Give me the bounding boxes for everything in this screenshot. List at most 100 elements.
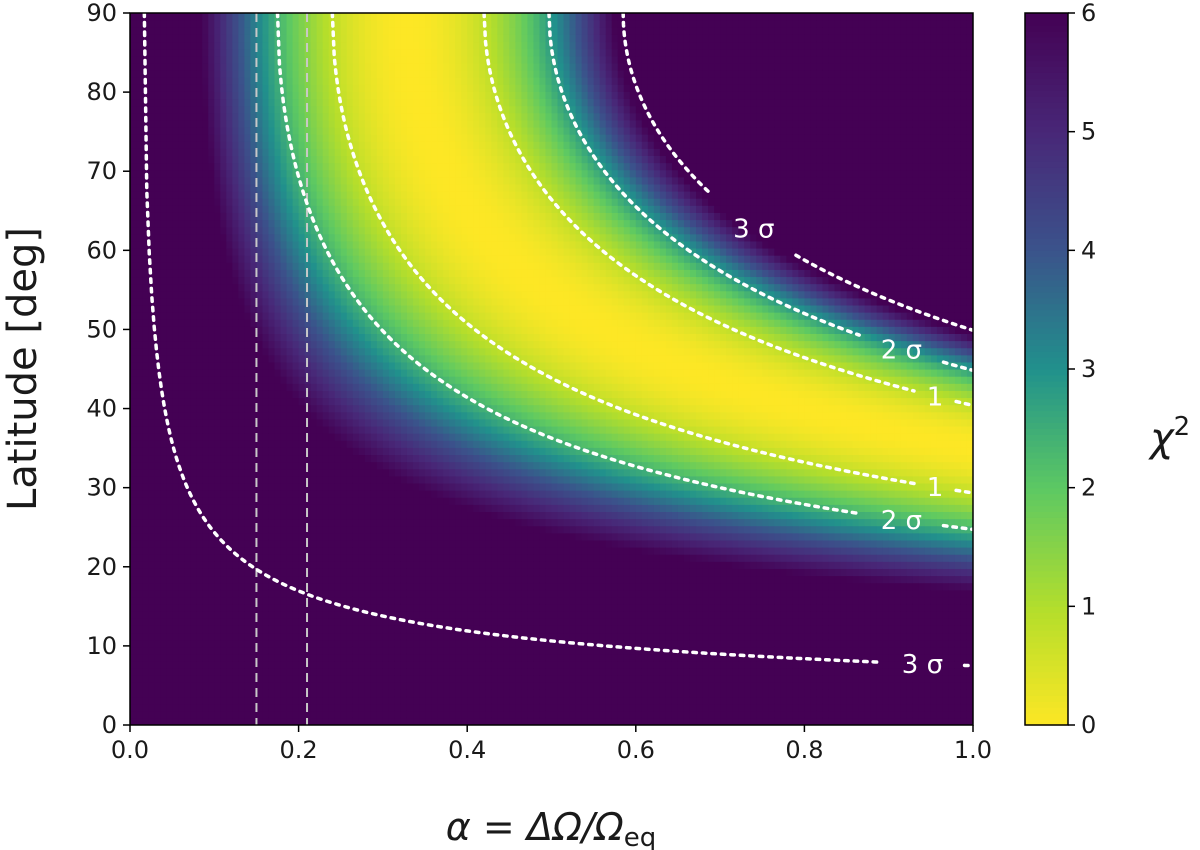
heatmap-cell (244, 383, 252, 391)
heatmap-cell (364, 468, 372, 477)
heatmap-cell (328, 77, 336, 85)
heatmap-cell (382, 361, 390, 370)
heatmap-cell (208, 461, 215, 470)
heatmap-cell (220, 404, 227, 413)
heatmap-cell (268, 247, 276, 256)
heatmap-cell (346, 148, 354, 156)
heatmap-cell (382, 482, 390, 491)
heatmap-cell (292, 668, 300, 676)
heatmap-cell (280, 675, 288, 683)
heatmap-cell (166, 276, 173, 285)
heatmap-cell (166, 575, 173, 584)
heatmap-cell (316, 589, 324, 598)
heatmap-cell (419, 219, 426, 228)
heatmap-cell (292, 632, 300, 641)
heatmap-cell (388, 596, 396, 605)
heatmap-cell (208, 240, 215, 249)
heatmap-cell (250, 717, 258, 725)
heatmap-cell (232, 461, 239, 470)
heatmap-cell (413, 27, 420, 35)
heatmap-cell (400, 532, 408, 541)
heatmap-cell (274, 603, 282, 612)
heatmap-cell (202, 440, 209, 448)
heatmap-cell (364, 482, 372, 491)
heatmap-cell (238, 240, 246, 249)
heatmap-cell (292, 682, 300, 690)
heatmap-cell (196, 639, 203, 648)
heatmap-cell (310, 397, 318, 406)
heatmap-cell (142, 575, 149, 584)
heatmap-cell (154, 34, 161, 43)
heatmap-cell (136, 326, 143, 334)
heatmap-cell (280, 518, 288, 527)
heatmap-cell (130, 404, 137, 413)
heatmap-cell (130, 112, 137, 121)
heatmap-cell (316, 226, 324, 235)
heatmap-cell (388, 454, 396, 463)
heatmap-cell (364, 397, 372, 406)
heatmap-cell (376, 134, 384, 142)
heatmap-cell (130, 326, 137, 334)
heatmap-cell (184, 660, 191, 669)
heatmap-cell (154, 568, 161, 577)
heatmap-cell (196, 660, 203, 669)
heatmap-cell (406, 554, 414, 562)
heatmap-cell (154, 561, 161, 569)
heatmap-cell (232, 532, 239, 541)
heatmap-cell (154, 603, 161, 612)
heatmap-cell (406, 55, 414, 64)
heatmap-cell (244, 653, 252, 662)
heatmap-cell (346, 689, 354, 698)
heatmap-cell (388, 297, 396, 306)
heatmap-cell (274, 212, 282, 221)
heatmap-cell (178, 454, 185, 463)
heatmap-cell (316, 639, 324, 648)
heatmap-cell (322, 126, 330, 135)
heatmap-cell (310, 440, 318, 448)
heatmap-cell (238, 269, 246, 278)
heatmap-cell (190, 247, 197, 256)
heatmap-cell (172, 675, 179, 683)
heatmap-cell (376, 710, 384, 719)
heatmap-cell (376, 91, 384, 100)
heatmap-cell (346, 603, 354, 612)
heatmap-cell (286, 710, 294, 719)
heatmap-cell (130, 262, 137, 270)
heatmap-cell (130, 105, 137, 114)
heatmap-cell (178, 269, 185, 278)
heatmap-cell (226, 312, 233, 320)
heatmap-cell (136, 618, 143, 626)
heatmap-cell (268, 84, 276, 92)
heatmap-cell (238, 112, 246, 121)
heatmap-cell (190, 77, 197, 85)
heatmap-cell (178, 126, 185, 135)
heatmap-cell (262, 490, 270, 498)
heatmap-cell (226, 618, 233, 626)
heatmap-cell (292, 84, 300, 92)
heatmap-cell (190, 696, 197, 705)
heatmap-cell (154, 191, 161, 199)
heatmap-cell (190, 134, 197, 142)
heatmap-cell (334, 290, 342, 299)
heatmap-cell (388, 689, 396, 698)
heatmap-cell (130, 504, 137, 512)
heatmap-cell (334, 304, 342, 313)
heatmap-cell (382, 539, 390, 548)
heatmap-cell (400, 283, 408, 292)
heatmap-cell (136, 632, 143, 641)
heatmap-cell (142, 312, 149, 320)
heatmap-cell (244, 155, 252, 164)
heatmap-cell (160, 41, 167, 50)
heatmap-cell (202, 169, 209, 178)
heatmap-cell (346, 297, 354, 306)
heatmap-cell (256, 233, 264, 242)
heatmap-cell (196, 518, 203, 527)
heatmap-cell (364, 255, 372, 263)
heatmap-cell (268, 447, 276, 456)
heatmap-cell (406, 326, 414, 334)
heatmap-cell (214, 646, 221, 655)
heatmap-cell (334, 112, 342, 121)
heatmap-cell (322, 347, 330, 356)
heatmap-cell (142, 176, 149, 185)
heatmap-cell (394, 169, 402, 178)
